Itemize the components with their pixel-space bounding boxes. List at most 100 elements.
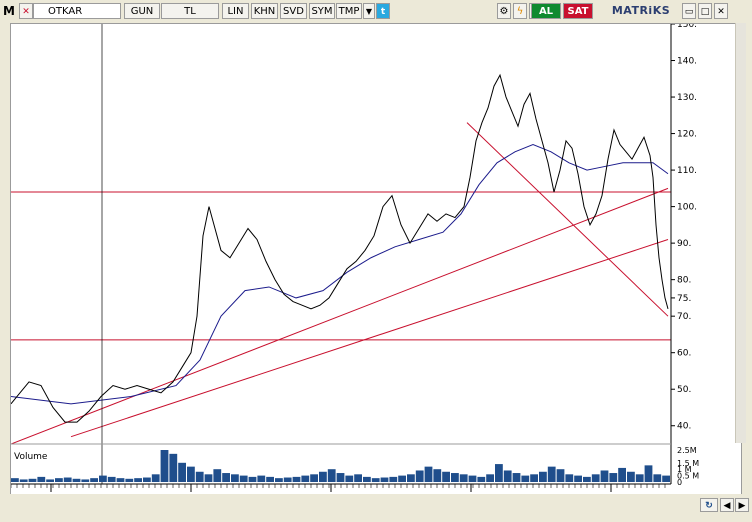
volume-bar [363, 476, 371, 482]
chevron-down-icon[interactable]: ▼ [363, 3, 375, 19]
volume-bar [46, 479, 54, 482]
volume-bar [565, 474, 574, 482]
volume-bar [539, 471, 547, 482]
volume-bar [160, 450, 169, 482]
y-tick-label: 90. [677, 239, 691, 249]
volume-bar [327, 469, 336, 482]
volume-tick-label: 1 M [677, 465, 692, 474]
volume-bar [380, 477, 389, 482]
volume-bar [424, 466, 433, 482]
volume-tick-label: 0.5 M [677, 472, 699, 481]
volume-label: Volume [14, 452, 48, 462]
khn-button[interactable]: KHN [251, 3, 278, 19]
buy-button[interactable]: AL [531, 3, 561, 19]
bottom-bar [0, 494, 752, 522]
volume-bar [55, 478, 63, 482]
chart-frame[interactable]: 150. 140. 130. 120. 110. 100. 90. 80. 75. 70. 60. 5… [10, 23, 742, 512]
volume-bar [495, 464, 503, 482]
volume-bar [301, 475, 310, 482]
volume-bar [151, 474, 160, 482]
volume-bar [583, 476, 591, 482]
trend-line [11, 187, 669, 445]
y-tick-label: 120. [677, 130, 697, 140]
volume-bar [116, 478, 125, 482]
volume-bar [125, 478, 134, 482]
volume-bar [99, 475, 107, 482]
volume-bar [28, 478, 37, 482]
volume-bar [239, 475, 248, 482]
volume-bar [415, 470, 424, 482]
volume-bar [547, 466, 556, 482]
volume-bar [213, 469, 222, 482]
volume-bar [653, 474, 662, 482]
volume-bar [169, 453, 178, 482]
volume-bar [204, 474, 213, 482]
volume-bar [187, 466, 195, 482]
volume-bar [591, 474, 600, 482]
volume-bar [644, 465, 653, 482]
y-tick-label: 100. [677, 203, 697, 213]
minimize-icon[interactable]: ▭ [682, 3, 696, 19]
vertical-scrollbar[interactable] [735, 23, 746, 443]
volume-bar [345, 475, 354, 482]
volume-bar [468, 475, 477, 482]
y-tick-label: 60. [677, 349, 691, 359]
maximize-icon[interactable]: □ [698, 3, 712, 19]
volume-bar [257, 475, 266, 482]
volume-bar [407, 474, 415, 482]
y-tick-label: 150. [677, 24, 697, 30]
linear-scale-button[interactable]: LIN [222, 3, 249, 19]
moving-average-line [11, 143, 669, 405]
volume-bar [19, 479, 28, 482]
y-tick-label: 50. [677, 385, 691, 395]
tmp-button[interactable]: TMP [336, 3, 362, 19]
volume-bar [81, 479, 90, 482]
volume-bar [178, 462, 186, 482]
volume-bar [11, 478, 19, 482]
price-chart[interactable]: 150. 140. 130. 120. 110. 100. 90. 80. 75. 70. 60. 5… [11, 24, 741, 511]
volume-bar [319, 471, 327, 482]
volume-bar [266, 476, 274, 482]
volume-bar [336, 473, 345, 482]
volume-bar [521, 475, 530, 482]
svd-button[interactable]: SVD [280, 3, 307, 19]
volume-tick-label: 1.5 M [677, 459, 699, 468]
sym-button[interactable]: SYM [309, 3, 335, 19]
trend-line [70, 239, 669, 438]
volume-bar [503, 470, 512, 482]
volume-bar [442, 471, 450, 482]
volume-bar [600, 470, 609, 482]
scroll-left-icon[interactable]: ◀ [720, 498, 734, 512]
volume-bar [283, 477, 292, 482]
gear-icon[interactable]: ⚙ [497, 3, 511, 19]
period-button[interactable]: GUN [124, 3, 160, 19]
lightning-icon[interactable]: ϟ [513, 3, 527, 19]
volume-bar [530, 474, 538, 482]
volume-bar [398, 475, 406, 482]
y-tick-label: 110. [677, 166, 697, 176]
close-symbol-icon[interactable]: ✕ [19, 3, 33, 19]
refresh-icon[interactable]: ↻ [700, 498, 718, 512]
volume-bar [459, 474, 468, 482]
y-tick-label: 140. [677, 57, 697, 67]
volume-bar [107, 476, 116, 482]
volume-bar [275, 478, 283, 482]
volume-bar [662, 475, 670, 482]
sell-button[interactable]: SAT [563, 3, 593, 19]
scroll-right-icon[interactable]: ▶ [735, 498, 749, 512]
y-tick-label: 40. [677, 422, 691, 432]
volume-bar [635, 474, 644, 482]
volume-bar [354, 474, 362, 482]
y-tick-label: 130. [677, 93, 697, 103]
volume-bar [310, 474, 318, 482]
volume-bar [512, 473, 521, 482]
price-line [11, 73, 669, 423]
symbol-input[interactable]: OTKAR [33, 3, 121, 19]
volume-bar [609, 473, 618, 482]
volume-tick-label: 2.5M [677, 446, 697, 455]
twitter-icon[interactable]: t [376, 3, 390, 19]
currency-button[interactable]: TL [161, 3, 219, 19]
window-close-icon[interactable]: ✕ [714, 3, 728, 19]
volume-bar [37, 476, 46, 482]
y-tick-label: 70. [677, 312, 691, 322]
